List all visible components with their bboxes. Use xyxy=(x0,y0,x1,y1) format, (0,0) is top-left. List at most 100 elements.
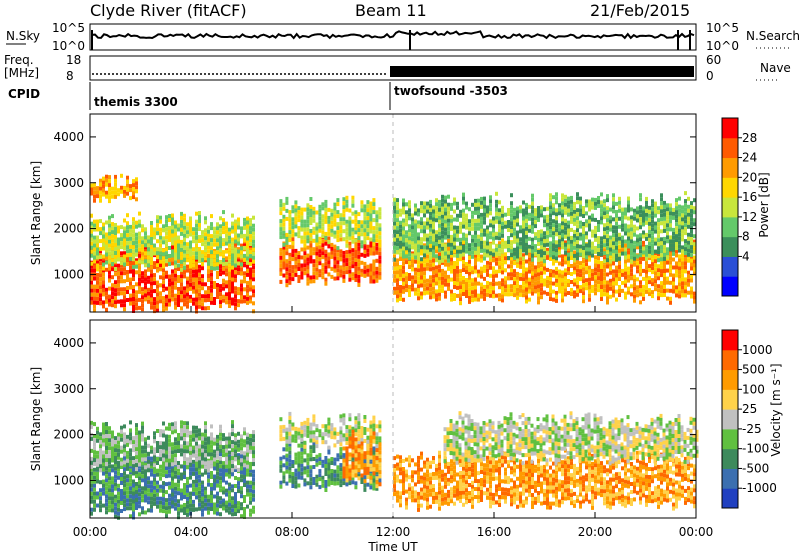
power-cell xyxy=(141,240,144,245)
power-cell xyxy=(591,217,594,222)
power-cell xyxy=(477,226,480,231)
power-cell xyxy=(132,301,135,305)
power-cell xyxy=(495,235,498,240)
power-cell xyxy=(198,235,201,239)
power-cell xyxy=(210,250,213,255)
velocity-cell xyxy=(204,506,207,511)
power-cell xyxy=(549,249,552,254)
power-cell xyxy=(138,285,141,290)
power-cell xyxy=(693,255,696,260)
power-cell xyxy=(201,230,204,235)
power-cell xyxy=(147,235,150,240)
velocity-cell xyxy=(183,471,186,475)
power-cell xyxy=(582,295,585,300)
velocity-cell xyxy=(201,480,204,485)
velocity-cell xyxy=(243,475,246,479)
power-cell xyxy=(657,268,660,273)
power-cell xyxy=(219,248,222,253)
power-cell xyxy=(147,239,150,244)
power-cell xyxy=(525,283,528,288)
power-cell xyxy=(483,216,486,221)
power-cell xyxy=(657,242,660,247)
velocity-cell xyxy=(186,504,189,509)
velocity-cell xyxy=(198,490,201,495)
velocity-cell xyxy=(150,480,153,485)
power-cell xyxy=(96,292,99,297)
power-cell xyxy=(603,276,606,281)
power-cell xyxy=(435,210,438,215)
power-cell xyxy=(147,255,150,260)
power-cell xyxy=(126,253,129,258)
power-cell xyxy=(576,288,579,293)
power-cell xyxy=(576,260,579,265)
power-cell xyxy=(312,206,316,211)
velocity-cell xyxy=(105,494,108,499)
power-cell xyxy=(645,212,648,217)
power-cell xyxy=(573,241,576,246)
power-cell xyxy=(429,223,432,228)
velocity-cell xyxy=(213,510,216,515)
power-cell xyxy=(189,278,192,283)
power-cell xyxy=(249,295,252,300)
power-cell xyxy=(132,273,135,277)
power-cell xyxy=(228,263,231,268)
power-cell xyxy=(123,193,126,198)
velocity-cell xyxy=(90,456,93,461)
power-cell xyxy=(534,212,537,217)
power-cell xyxy=(99,247,102,252)
power-cell xyxy=(234,290,237,295)
freq-strip-frame xyxy=(89,55,697,81)
power-cell xyxy=(117,241,120,246)
power-cell xyxy=(372,279,376,284)
velocity-cell xyxy=(102,467,105,472)
power-cell xyxy=(339,221,343,226)
power-cell xyxy=(612,249,615,254)
power-cell xyxy=(132,245,135,250)
power-cell xyxy=(525,271,528,276)
power-cell xyxy=(438,264,441,269)
power-cell xyxy=(438,272,441,277)
power-cell xyxy=(192,289,195,294)
power-cell xyxy=(159,263,162,268)
power-cell xyxy=(297,226,301,231)
power-cell xyxy=(552,239,555,244)
power-cell xyxy=(666,239,669,244)
power-cell xyxy=(183,302,186,307)
power-cell xyxy=(633,216,636,221)
velocity-cell xyxy=(108,496,111,501)
power-cell xyxy=(534,281,537,286)
power-cell xyxy=(579,269,582,274)
power-cell xyxy=(378,215,382,220)
power-cell xyxy=(486,241,489,246)
power-cell xyxy=(588,243,591,248)
power-cell xyxy=(414,211,417,216)
power-cell xyxy=(132,285,135,289)
power-cell xyxy=(519,209,522,214)
power-cell xyxy=(465,217,468,222)
power-cell xyxy=(195,269,198,274)
power-cell xyxy=(396,242,399,247)
power-cell xyxy=(582,238,585,242)
power-cell xyxy=(246,268,249,273)
velocity-cell xyxy=(147,508,150,513)
power-cell xyxy=(135,258,138,263)
power-cell xyxy=(180,259,183,264)
power-cell xyxy=(243,217,246,222)
power-cell xyxy=(117,188,120,193)
power-cell xyxy=(195,247,198,252)
velocity-cell xyxy=(123,495,126,500)
power-cell xyxy=(579,232,582,237)
velocity-cell xyxy=(201,496,204,501)
power-cell xyxy=(192,251,195,256)
velocity-cell xyxy=(225,468,228,473)
velocity-cell xyxy=(213,486,216,491)
power-cell xyxy=(357,266,361,271)
power-cell xyxy=(246,288,249,293)
power-cell xyxy=(450,253,453,258)
power-cell xyxy=(561,262,564,267)
power-cell xyxy=(192,297,195,302)
power-cell xyxy=(90,237,93,242)
power-cell xyxy=(171,245,174,250)
power-cell xyxy=(129,256,132,261)
power-cell xyxy=(492,274,495,279)
